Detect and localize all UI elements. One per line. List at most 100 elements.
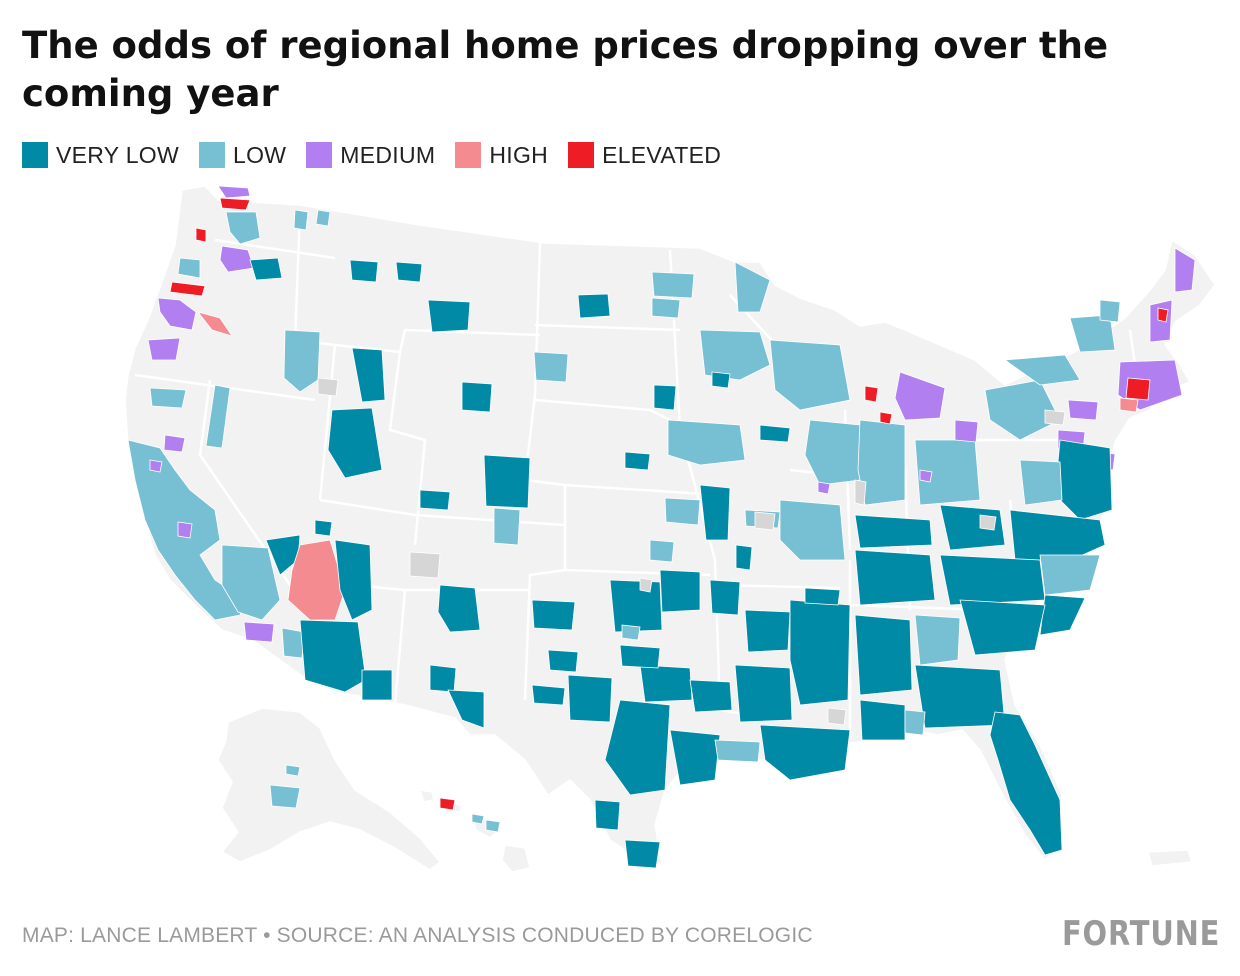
metro-region bbox=[804, 419, 861, 486]
metro-region bbox=[664, 497, 701, 526]
metro-region-no-data bbox=[409, 551, 441, 579]
metro-region bbox=[147, 337, 181, 361]
metro-region bbox=[439, 797, 456, 811]
metro-region bbox=[287, 539, 346, 621]
metro-region bbox=[649, 539, 675, 563]
map-legend: VERY LOW LOW MEDIUM HIGH ELEVATED bbox=[22, 140, 741, 170]
metro-region bbox=[1003, 354, 1081, 386]
metro-region bbox=[169, 281, 206, 297]
fortune-logo: FORTUNE bbox=[1061, 914, 1220, 954]
metro-region bbox=[779, 499, 846, 561]
metro-region bbox=[759, 724, 851, 781]
metro-region bbox=[249, 257, 283, 281]
metro-region bbox=[281, 627, 305, 659]
metro-region bbox=[483, 454, 531, 509]
metro-region bbox=[149, 459, 163, 473]
legend-item-low: LOW bbox=[198, 142, 286, 169]
metro-region bbox=[567, 674, 613, 723]
metro-region bbox=[334, 539, 373, 621]
map-title: The odds of regional home prices droppin… bbox=[22, 24, 1109, 115]
metro-region bbox=[157, 297, 197, 331]
metro-region bbox=[243, 621, 275, 643]
metro-region bbox=[709, 579, 741, 616]
metro-region bbox=[939, 554, 1046, 606]
metro-region bbox=[954, 419, 979, 443]
metro-region bbox=[547, 649, 579, 673]
metro-region bbox=[879, 411, 893, 425]
metro-region bbox=[744, 609, 791, 653]
metro-region bbox=[621, 624, 641, 641]
metro-region bbox=[984, 379, 1061, 441]
metro-region bbox=[1174, 247, 1196, 293]
metro-region bbox=[314, 519, 333, 537]
metro-region bbox=[315, 209, 331, 227]
metro-region bbox=[225, 211, 261, 245]
metro-region bbox=[734, 261, 771, 313]
metro-region bbox=[285, 764, 301, 777]
hawaii-land bbox=[418, 789, 531, 873]
metro-region bbox=[989, 711, 1063, 856]
metro-region bbox=[221, 544, 281, 621]
state-border-line bbox=[534, 323, 681, 332]
metro-region bbox=[283, 329, 321, 393]
metro-region bbox=[1099, 299, 1121, 323]
metro-region bbox=[653, 384, 677, 411]
metro-region bbox=[493, 507, 521, 546]
metro-region bbox=[689, 679, 733, 713]
metro-region bbox=[864, 385, 879, 403]
alaska-land bbox=[217, 707, 442, 871]
metro-region bbox=[471, 813, 485, 825]
metro-region bbox=[804, 587, 841, 606]
state-border-line bbox=[198, 379, 292, 586]
legend-swatch-medium bbox=[306, 142, 333, 168]
metro-region bbox=[577, 293, 611, 319]
metro-region-no-data bbox=[827, 707, 847, 726]
metro-region-no-data bbox=[1044, 409, 1066, 426]
metro-region bbox=[205, 384, 231, 449]
metro-region bbox=[531, 599, 576, 631]
metro-region bbox=[269, 784, 301, 809]
metro-region bbox=[177, 257, 201, 279]
metro-region bbox=[711, 371, 731, 389]
metro-region bbox=[163, 434, 186, 453]
metro-region-no-data bbox=[639, 577, 653, 593]
metro-region bbox=[759, 424, 791, 443]
metro-region bbox=[219, 245, 255, 273]
metro-region bbox=[293, 209, 309, 231]
metro-region bbox=[299, 619, 367, 693]
metro-region bbox=[427, 299, 471, 333]
metro-region bbox=[429, 664, 457, 693]
metro-region bbox=[1067, 399, 1099, 421]
metro-region bbox=[669, 729, 721, 786]
metro-region bbox=[149, 387, 187, 409]
metro-region bbox=[1019, 459, 1063, 506]
legend-swatch-very-low bbox=[22, 142, 48, 168]
state-border-line bbox=[393, 589, 407, 706]
metro-region bbox=[624, 451, 651, 471]
metro-region bbox=[361, 669, 393, 701]
metro-region bbox=[789, 599, 851, 706]
metro-region bbox=[854, 514, 933, 549]
legend-label-medium: MEDIUM bbox=[340, 141, 436, 168]
metro-region bbox=[609, 579, 663, 633]
metro-region bbox=[624, 839, 661, 869]
metro-region bbox=[327, 407, 383, 479]
legend-swatch-elevated bbox=[568, 142, 595, 168]
legend-swatch-high bbox=[455, 142, 482, 168]
metro-region bbox=[769, 339, 851, 411]
map-source-credit: MAP: LANCE LAMBERT • SOURCE: AN ANALYSIS… bbox=[22, 924, 813, 947]
legend-item-elevated: ELEVATED bbox=[568, 142, 721, 169]
metro-region-no-data bbox=[854, 479, 867, 506]
metro-region bbox=[196, 311, 233, 337]
metro-region bbox=[854, 614, 913, 696]
metro-region bbox=[699, 484, 731, 541]
legend-label-elevated: ELEVATED bbox=[602, 141, 722, 168]
legend-label-very-low: VERY LOW bbox=[56, 141, 179, 168]
metro-region bbox=[604, 699, 671, 796]
metro-region bbox=[177, 521, 193, 539]
metro-region bbox=[859, 699, 906, 741]
metro-region bbox=[699, 329, 771, 381]
state-border-line bbox=[564, 483, 721, 497]
metro-region bbox=[894, 371, 946, 421]
metro-region bbox=[639, 664, 693, 703]
